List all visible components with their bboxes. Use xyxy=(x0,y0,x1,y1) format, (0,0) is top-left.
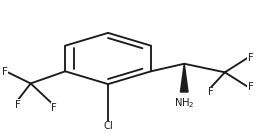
Text: F: F xyxy=(248,82,253,92)
Text: NH$_2$: NH$_2$ xyxy=(174,96,195,110)
Polygon shape xyxy=(180,64,188,92)
Text: F: F xyxy=(51,103,57,113)
Text: F: F xyxy=(15,100,21,110)
Text: Cl: Cl xyxy=(103,121,113,131)
Text: F: F xyxy=(208,87,214,97)
Text: F: F xyxy=(2,67,8,77)
Text: F: F xyxy=(248,53,253,63)
